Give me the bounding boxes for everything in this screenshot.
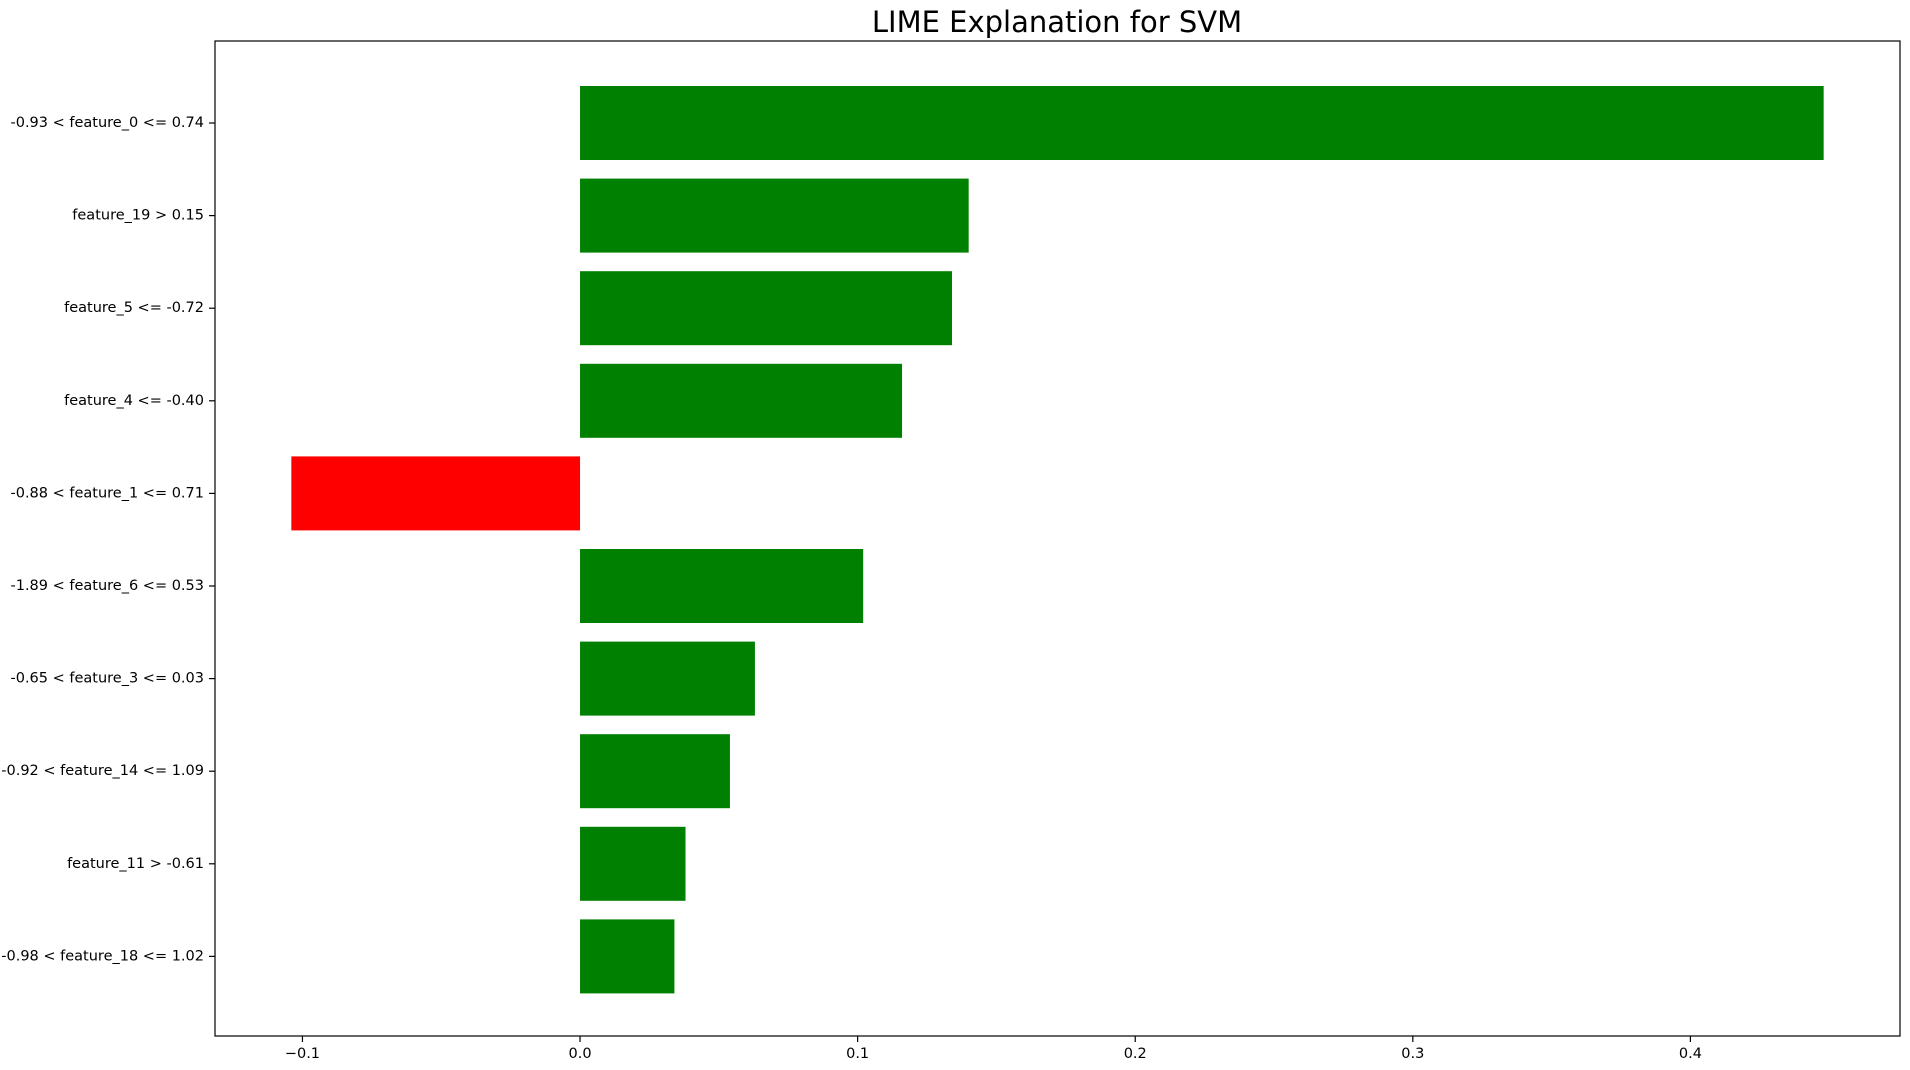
x-tick-label: −0.1 xyxy=(285,1046,320,1062)
bar-5 xyxy=(580,549,864,623)
y-tick-label: -0.88 < feature_1 <= 0.71 xyxy=(10,485,204,501)
x-tick-label: 0.2 xyxy=(1124,1046,1147,1062)
y-tick-label: feature_4 <= -0.40 xyxy=(64,393,204,409)
x-tick-label: 0.1 xyxy=(846,1046,869,1062)
bar-7 xyxy=(580,734,730,809)
bar-8 xyxy=(580,826,686,901)
chart-title: LIME Explanation for SVM xyxy=(872,5,1242,39)
y-tick-label: -0.98 < feature_18 <= 1.02 xyxy=(1,948,204,964)
y-tick-label: -0.65 < feature_3 <= 0.03 xyxy=(10,671,204,687)
bar-2 xyxy=(580,271,953,346)
bar-6 xyxy=(580,641,755,716)
y-tick-label: -0.92 < feature_14 <= 1.09 xyxy=(1,763,204,779)
bar-9 xyxy=(580,919,675,994)
y-tick-label: -0.93 < feature_0 <= 0.74 xyxy=(10,115,204,131)
x-axis: −0.1 0.0 0.1 0.2 0.3 0.4 xyxy=(285,1036,1702,1062)
x-tick-label: 0.0 xyxy=(569,1046,592,1062)
y-tick-label: feature_5 <= -0.72 xyxy=(64,300,204,316)
bar-0 xyxy=(580,86,1824,160)
bars-group xyxy=(291,86,1824,994)
bar-1 xyxy=(580,178,969,253)
plot-area-frame xyxy=(214,40,1901,1037)
x-tick-label: 0.3 xyxy=(1401,1046,1424,1062)
y-axis: -0.93 < feature_0 <= 0.74 feature_19 > 0.… xyxy=(1,115,215,964)
bar-3 xyxy=(580,363,903,438)
bar-4 xyxy=(291,456,581,531)
y-tick-label: feature_11 > -0.61 xyxy=(67,856,204,872)
x-tick-label: 0.4 xyxy=(1679,1046,1702,1062)
y-tick-label: feature_19 > 0.15 xyxy=(72,208,204,224)
y-tick-label: -1.89 < feature_6 <= 0.53 xyxy=(10,578,204,594)
